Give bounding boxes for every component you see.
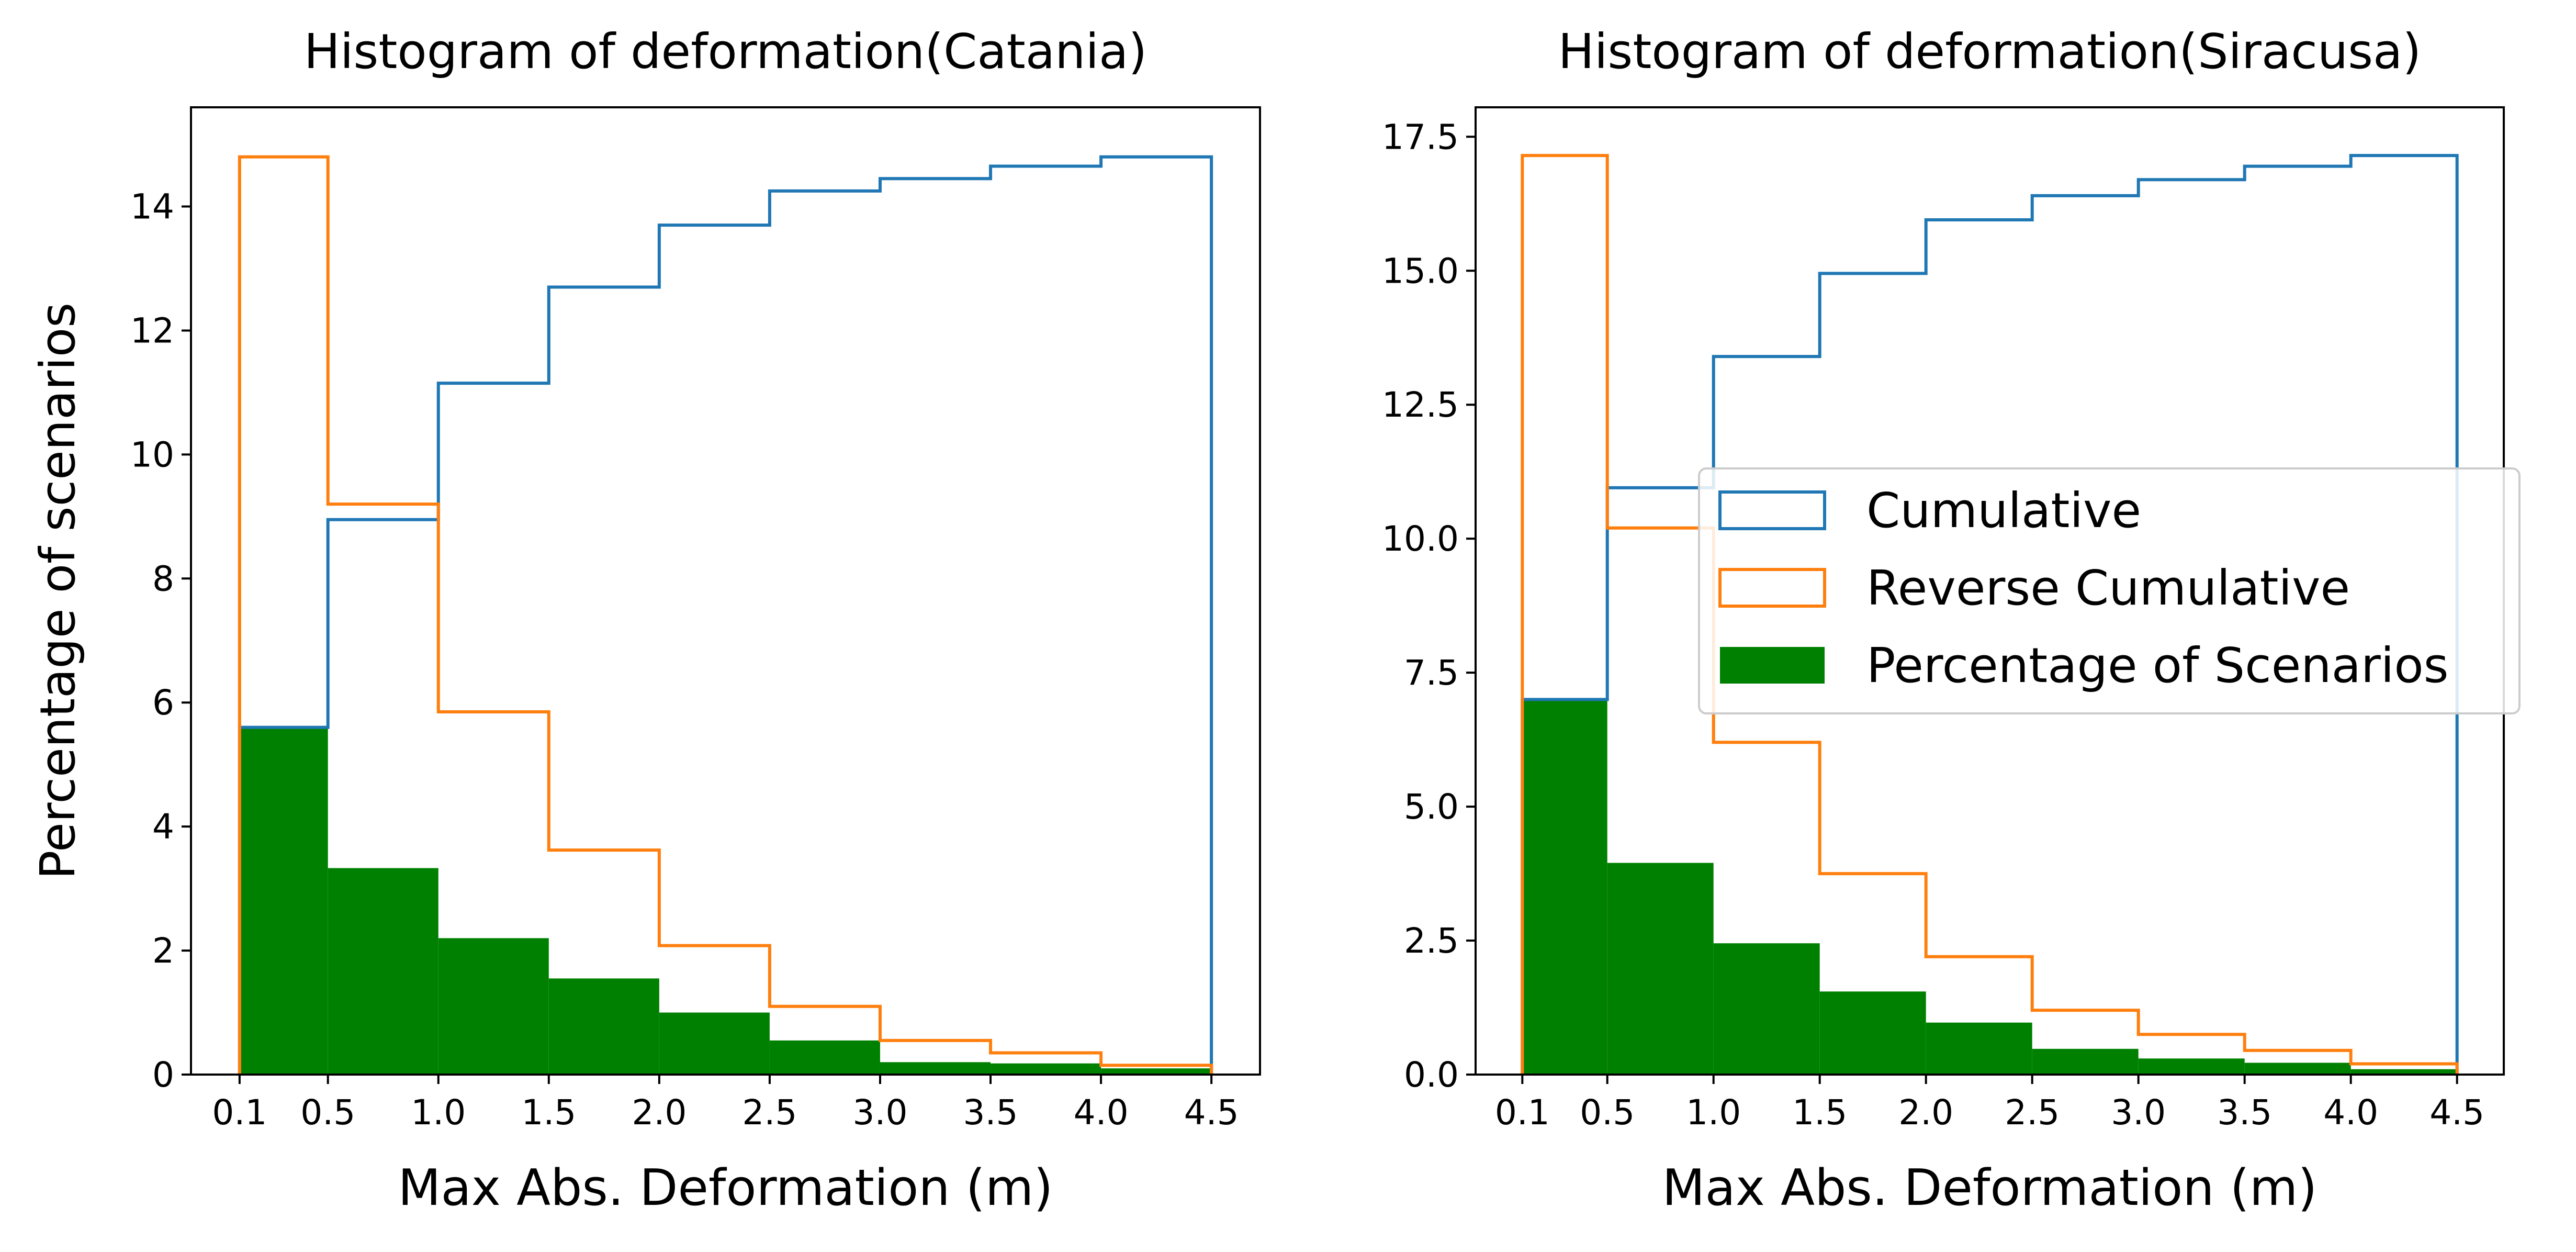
catania-percentage-bars xyxy=(239,727,1212,1075)
catania-x-tick-label: 1.5 xyxy=(521,1092,576,1133)
siracusa-percentage-bar xyxy=(2350,1069,2457,1075)
catania-x-tick-label: 0.1 xyxy=(212,1092,267,1133)
catania-x-tick-label: 3.0 xyxy=(852,1092,907,1133)
siracusa-legend: Cumulative Reverse Cumulative Percentage… xyxy=(1698,467,2521,714)
legend-swatch-reverse-cumulative xyxy=(1718,568,1826,608)
catania-reverse-cumulative-line xyxy=(238,155,1213,1075)
catania-chart-title: Histogram of deformation(Catania) xyxy=(304,24,1148,80)
siracusa-step-lines xyxy=(1521,154,2459,1075)
siracusa-y-tick-label: 17.5 xyxy=(1382,117,1459,157)
siracusa-percentage-bars xyxy=(1522,699,2457,1075)
siracusa-y-tick-label: 12.5 xyxy=(1382,385,1459,425)
catania-percentage-bar xyxy=(1101,1068,1212,1075)
siracusa-y-tick-label: 0.0 xyxy=(1404,1055,1459,1095)
catania-percentage-bar xyxy=(769,1040,880,1075)
catania-y-tick-label: 2 xyxy=(152,931,174,971)
siracusa-percentage-bar xyxy=(1522,699,1607,1075)
catania-y-tick-label: 14 xyxy=(130,187,174,227)
catania-y-tick-label: 10 xyxy=(130,434,174,475)
catania-percentage-bar xyxy=(659,1012,770,1075)
legend-frame xyxy=(1698,467,2521,714)
siracusa-y-tick-label: 7.5 xyxy=(1404,653,1459,693)
catania-y-tick-label: 0 xyxy=(152,1055,174,1095)
catania-x-tick-label: 2.5 xyxy=(742,1092,797,1133)
siracusa-x-ticks: 0.1 0.5 1.0 1.5 2.0 2.5 3.0 3.5 4.0 4.5 xyxy=(1495,1075,2484,1133)
siracusa-x-tick-label: 3.0 xyxy=(2111,1092,2166,1133)
siracusa-x-tick-label: 4.5 xyxy=(2429,1092,2484,1133)
catania-y-tick-label: 6 xyxy=(152,683,174,723)
siracusa-percentage-bar xyxy=(1713,943,1820,1075)
siracusa-chart: 0.0 2.5 5.0 7.5 10.0 12.5 15.0 17.5 0.1 0.5 1.0 1.… xyxy=(1382,24,2521,1217)
legend-label-cumulative: Cumulative xyxy=(1866,483,2141,539)
siracusa-chart-title: Histogram of deformation(Siracusa) xyxy=(1558,24,2422,80)
catania-cumulative-line xyxy=(238,155,1213,1075)
catania-x-tick-label: 2.0 xyxy=(632,1092,687,1133)
siracusa-y-tick-label: 2.5 xyxy=(1404,921,1459,961)
siracusa-percentage-bar xyxy=(2032,1048,2139,1075)
catania-step-lines xyxy=(238,155,1213,1075)
siracusa-cumulative-line xyxy=(1521,154,2459,1075)
legend-swatch-percentage xyxy=(1720,647,1825,684)
legend-label-reverse-cumulative: Reverse Cumulative xyxy=(1866,560,2350,616)
catania-percentage-bar xyxy=(991,1063,1101,1075)
catania-x-tick-label: 4.5 xyxy=(1184,1092,1239,1133)
catania-y-ticks: 0 2 4 6 8 10 12 14 xyxy=(130,187,191,1095)
catania-y-tick-label: 12 xyxy=(130,310,174,351)
siracusa-percentage-bar xyxy=(1607,863,1714,1075)
legend-label-percentage: Percentage of Scenarios xyxy=(1866,638,2449,694)
siracusa-x-tick-label: 0.1 xyxy=(1495,1092,1550,1133)
siracusa-percentage-bar xyxy=(2244,1063,2351,1075)
siracusa-x-tick-label: 0.5 xyxy=(1580,1092,1635,1133)
catania-x-tick-label: 0.5 xyxy=(300,1092,355,1133)
catania-y-axis-label: Percentage of scenarios xyxy=(30,303,86,879)
catania-percentage-bar xyxy=(880,1062,991,1075)
catania-percentage-bar xyxy=(548,978,659,1075)
siracusa-x-tick-label: 2.0 xyxy=(1898,1092,1953,1133)
catania-percentage-bar xyxy=(328,868,438,1075)
catania-x-tick-label: 3.5 xyxy=(963,1092,1018,1133)
catania-y-tick-label: 4 xyxy=(152,807,174,847)
siracusa-y-tick-label: 15.0 xyxy=(1382,251,1459,291)
legend-swatch-cumulative xyxy=(1718,490,1826,530)
siracusa-percentage-bar xyxy=(1819,991,1926,1075)
siracusa-y-tick-label: 10.0 xyxy=(1382,519,1459,559)
siracusa-x-tick-label: 1.5 xyxy=(1792,1092,1847,1133)
siracusa-reverse-cumulative-line xyxy=(1521,154,2459,1075)
siracusa-percentage-bar xyxy=(1926,1022,2032,1075)
catania-x-tick-label: 4.0 xyxy=(1074,1092,1129,1133)
catania-y-tick-label: 8 xyxy=(152,558,174,599)
siracusa-x-tick-label: 3.5 xyxy=(2217,1092,2272,1133)
catania-percentage-bar xyxy=(239,727,328,1075)
catania-plot-frame xyxy=(190,106,1261,1076)
siracusa-x-tick-label: 1.0 xyxy=(1686,1092,1741,1133)
catania-x-axis-label: Max Abs. Deformation (m) xyxy=(398,1159,1053,1217)
siracusa-percentage-bar xyxy=(2138,1058,2245,1075)
siracusa-x-axis-label: Max Abs. Deformation (m) xyxy=(1662,1159,2318,1217)
catania-x-tick-label: 1.0 xyxy=(411,1092,466,1133)
siracusa-x-tick-label: 4.0 xyxy=(2323,1092,2378,1133)
catania-x-ticks: 0.1 0.5 1.0 1.5 2.0 2.5 3.0 3.5 4.0 4.5 xyxy=(212,1075,1239,1133)
siracusa-y-ticks: 0.0 2.5 5.0 7.5 10.0 12.5 15.0 17.5 xyxy=(1382,117,1476,1095)
siracusa-x-tick-label: 2.5 xyxy=(2005,1092,2060,1133)
catania-percentage-bar xyxy=(438,938,549,1075)
siracusa-y-tick-label: 5.0 xyxy=(1404,787,1459,827)
catania-chart: 0 2 4 6 8 10 12 14 0.1 0.5 1.0 1.5 2.0 2.5 3.0 3.5 4.0 4… xyxy=(30,24,1261,1217)
